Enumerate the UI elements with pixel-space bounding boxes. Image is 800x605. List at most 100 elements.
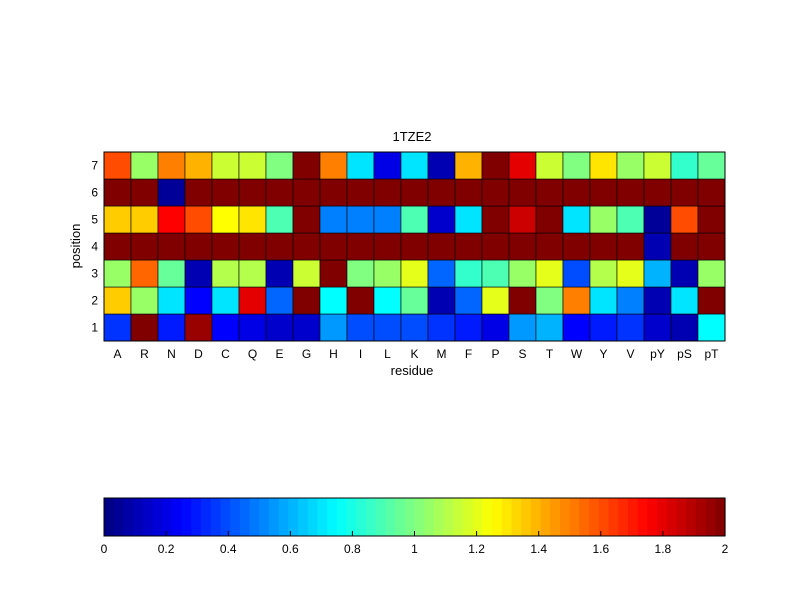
heatmap-cell <box>103 286 132 315</box>
heatmap-cell <box>373 151 402 180</box>
heatmap-cell <box>238 205 267 234</box>
colorbar-segment <box>560 498 571 536</box>
heatmap-cell <box>238 259 267 288</box>
heatmap-cell <box>535 151 564 180</box>
heatmap-cell <box>319 178 348 207</box>
heatmap-cell <box>535 286 564 315</box>
heatmap-cell <box>400 232 429 261</box>
x-tick-label: pS <box>677 347 692 361</box>
y-axis-label: position <box>68 224 83 269</box>
heatmap-cell <box>319 286 348 315</box>
colorbar-segment <box>356 498 367 536</box>
colorbar-segment <box>686 498 697 536</box>
heatmap-cell <box>616 151 645 180</box>
heatmap-cell <box>238 286 267 315</box>
colorbar-segment <box>453 498 464 536</box>
colorbar-segment <box>123 498 134 536</box>
heatmap-cell <box>400 259 429 288</box>
heatmap-cell <box>616 205 645 234</box>
colorbar-segment <box>618 498 629 536</box>
colorbar-tick-label: 1.8 <box>655 542 672 556</box>
heatmap-cell <box>697 232 726 261</box>
x-tick-label: R <box>140 347 149 361</box>
heatmap-cells <box>103 151 726 342</box>
y-tick-label: 4 <box>91 240 98 254</box>
x-tick-label: C <box>221 347 230 361</box>
heatmap-cell <box>292 259 321 288</box>
x-tick-label: Q <box>248 347 257 361</box>
colorbar-segment <box>327 498 338 536</box>
heatmap-cell <box>481 232 510 261</box>
heatmap-cell <box>184 313 213 342</box>
heatmap-cell <box>697 286 726 315</box>
colorbar-segment <box>385 498 396 536</box>
x-tick-label: I <box>359 347 362 361</box>
colorbar-tick-label: 1.2 <box>468 542 485 556</box>
x-tick-label: W <box>571 347 583 361</box>
colorbar-tick-label: 1.6 <box>592 542 609 556</box>
heatmap-cell <box>535 232 564 261</box>
heatmap-cell <box>265 286 294 315</box>
heatmap-cell <box>643 313 672 342</box>
heatmap-cell <box>130 232 159 261</box>
y-tick-label: 6 <box>91 186 98 200</box>
x-tick-label: A <box>113 347 121 361</box>
heatmap-cell <box>157 313 186 342</box>
x-tick-label: N <box>167 347 176 361</box>
heatmap-cell <box>427 259 456 288</box>
colorbar-segment <box>637 498 648 536</box>
x-tick-label: M <box>437 347 447 361</box>
heatmap-cell <box>265 259 294 288</box>
heatmap-cell <box>157 178 186 207</box>
heatmap-cell <box>589 232 618 261</box>
x-tick-label: L <box>384 347 391 361</box>
heatmap-cell <box>373 232 402 261</box>
heatmap-cell <box>643 178 672 207</box>
heatmap-cell <box>319 259 348 288</box>
heatmap-cell <box>670 313 699 342</box>
heatmap-cell <box>562 205 591 234</box>
colorbar-segment <box>317 498 328 536</box>
y-tick-labels: 1 2 3 4 5 6 7 <box>91 159 98 335</box>
heatmap-cell <box>211 232 240 261</box>
heatmap-cell <box>562 151 591 180</box>
colorbar-segment <box>375 498 386 536</box>
colorbar-segment <box>181 498 192 536</box>
heatmap-cell <box>454 178 483 207</box>
heatmap-cell <box>589 205 618 234</box>
x-tick-label: T <box>546 347 554 361</box>
colorbar-segment <box>472 498 484 536</box>
heatmap-cell <box>643 151 672 180</box>
x-tick-label: Y <box>599 347 607 361</box>
heatmap-cell <box>211 178 240 207</box>
heatmap-cell <box>373 205 402 234</box>
colorbar-segment <box>676 498 687 536</box>
heatmap-cell <box>562 259 591 288</box>
heatmap-cell <box>589 259 618 288</box>
heatmap-cell <box>454 259 483 288</box>
heatmap-cell <box>157 259 186 288</box>
heatmap-cell <box>589 178 618 207</box>
colorbar-tick-label: 0.4 <box>220 542 237 556</box>
colorbar-segment <box>414 498 425 536</box>
heatmap-cell <box>562 313 591 342</box>
x-tick-label: V <box>626 347 634 361</box>
heatmap-cell <box>697 151 726 180</box>
colorbar-segment <box>433 498 445 536</box>
x-tick-label: H <box>329 347 338 361</box>
heatmap-cell <box>211 151 240 180</box>
heatmap-cell <box>427 313 456 342</box>
heatmap-cell <box>454 313 483 342</box>
heatmap-cell <box>697 178 726 207</box>
heatmap-cell <box>400 205 429 234</box>
colorbar-tick-labels: 0 0.2 0.4 0.6 0.8 1 1.2 1.4 1.6 1.8 2 <box>101 531 729 556</box>
y-tick-label: 3 <box>91 267 98 281</box>
heatmap-cell <box>103 232 132 261</box>
heatmap-cell <box>292 151 321 180</box>
heatmap-cell <box>373 178 402 207</box>
heatmap-cell <box>670 259 699 288</box>
heatmap-cell <box>157 205 186 234</box>
colorbar-segment <box>695 498 707 536</box>
heatmap-cell <box>211 313 240 342</box>
heatmap-cell <box>535 313 564 342</box>
